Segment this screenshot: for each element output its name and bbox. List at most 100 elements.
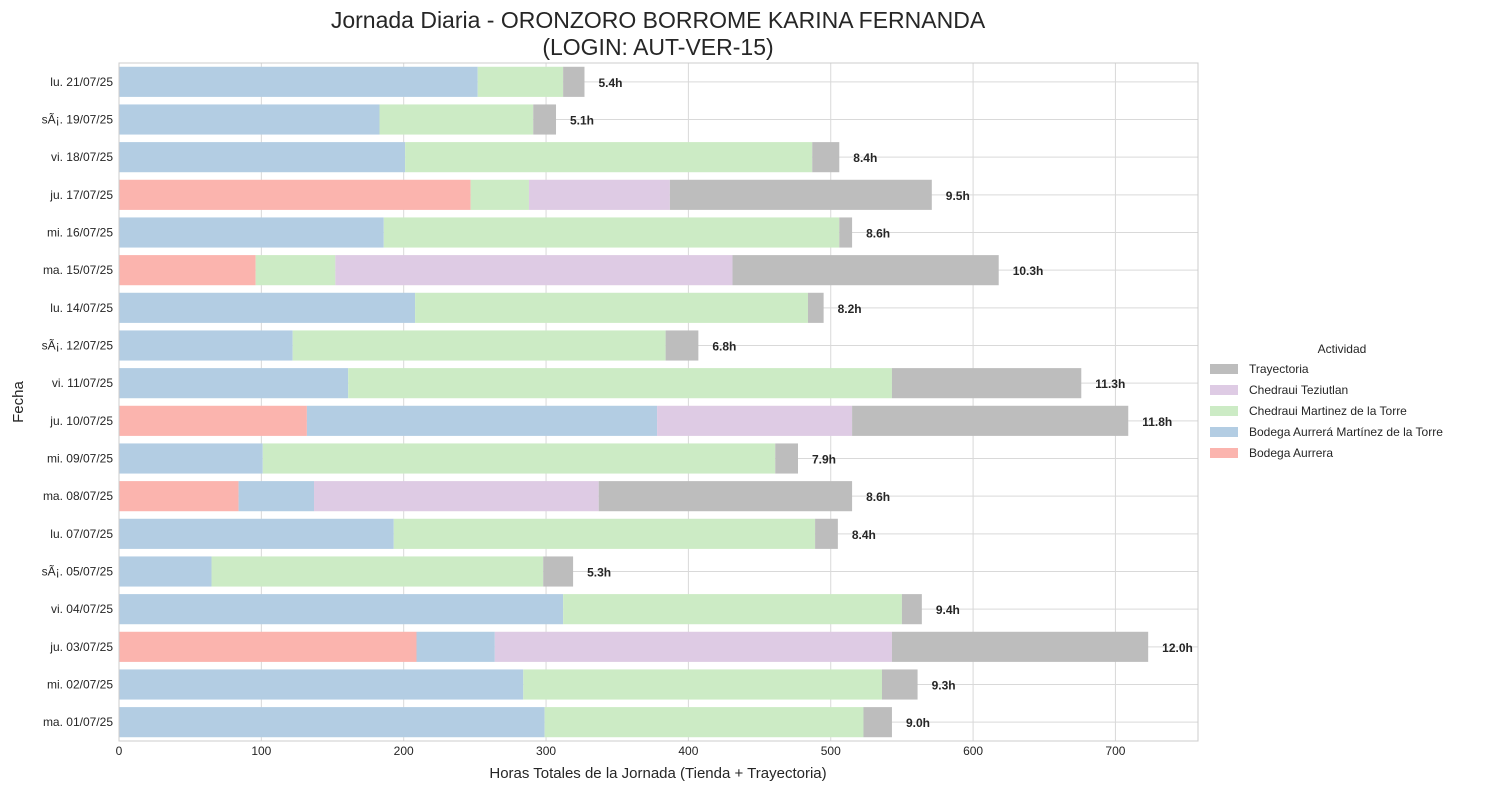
bar-segment <box>119 330 293 361</box>
chart-title-line1: Jornada Diaria - ORONZORO BORROME KARINA… <box>331 7 986 33</box>
bar-segment <box>533 104 557 135</box>
bar-segment <box>523 669 882 700</box>
bar-segment <box>839 217 853 248</box>
bar-segment <box>901 594 922 625</box>
bar-segment <box>211 556 544 587</box>
y-tick-label: ma. 08/07/25 <box>43 489 113 503</box>
bar-segment <box>119 66 478 97</box>
y-tick-label: mi. 02/07/25 <box>47 678 113 692</box>
bar-segment <box>852 405 1129 436</box>
bar-total-label: 12.0h <box>1162 641 1193 655</box>
x-tick-label: 300 <box>536 744 556 758</box>
bar-total-label: 9.3h <box>932 679 956 693</box>
y-tick-label: sÃ¡. 12/07/25 <box>42 339 114 353</box>
bar-segment <box>119 179 471 210</box>
y-tick-label: mi. 16/07/25 <box>47 226 113 240</box>
bar-segment <box>669 179 932 210</box>
bar-segment <box>891 368 1082 399</box>
bar-segment <box>238 481 315 512</box>
bars-group <box>119 66 1149 738</box>
y-tick-label: ju. 17/07/25 <box>49 188 113 202</box>
y-tick-label: vi. 11/07/25 <box>52 376 113 390</box>
legend-entry-label: Bodega Aurrera <box>1249 446 1333 460</box>
y-axis-label: Fecha <box>10 381 27 423</box>
legend-swatch <box>1210 385 1238 395</box>
bar-segment <box>544 707 864 738</box>
legend-entry-label: Trayectoria <box>1249 362 1309 376</box>
y-tick-label: lu. 07/07/25 <box>50 527 113 541</box>
y-tick-label: ma. 15/07/25 <box>43 263 113 277</box>
x-axis-label: Horas Totales de la Jornada (Tienda + Tr… <box>489 765 826 782</box>
x-tick-labels: 0 100 200 300 400 500 600 700 <box>116 744 1126 758</box>
bar-segment <box>470 179 529 210</box>
bar-segment <box>528 179 670 210</box>
legend-swatch <box>1210 448 1238 458</box>
bar-segment <box>119 556 212 587</box>
bar-segment <box>393 518 816 549</box>
bar-segment <box>416 631 495 662</box>
bar-total-label: 8.4h <box>852 528 876 542</box>
bar-segment <box>379 104 534 135</box>
x-tick-label: 500 <box>821 744 841 758</box>
bar-segment <box>598 481 853 512</box>
legend-entry-label: Bodega Aurrerá Martínez de la Torre <box>1249 425 1443 439</box>
bar-segment <box>119 405 307 436</box>
bar-segment <box>119 669 524 700</box>
total-labels-group: 5.4h 5.1h 8.4h 9.5h 8.6h 10.3h 8.2h 6.8h 11.3h 11… <box>570 76 1193 730</box>
bar-segment <box>881 669 918 700</box>
y-tick-label: vi. 18/07/25 <box>51 150 113 164</box>
bar-segment <box>119 255 256 286</box>
bar-segment <box>807 292 824 323</box>
bar-segment <box>657 405 853 436</box>
legend: Actividad Trayectoria Chedraui Teziutlan C… <box>1210 342 1443 460</box>
bar-segment <box>477 66 564 97</box>
bar-segment <box>119 443 263 474</box>
bar-segment <box>732 255 999 286</box>
bar-segment <box>383 217 840 248</box>
y-tick-label: vi. 04/07/25 <box>51 602 113 616</box>
bar-segment <box>543 556 574 587</box>
x-tick-label: 0 <box>116 744 123 758</box>
y-tick-label: mi. 09/07/25 <box>47 452 113 466</box>
x-tick-label: 100 <box>251 744 271 758</box>
legend-entry-label: Chedraui Martinez de la Torre <box>1249 404 1407 418</box>
bar-segment <box>775 443 799 474</box>
bar-segment <box>563 594 902 625</box>
bar-total-label: 9.0h <box>906 716 930 730</box>
bar-segment <box>255 255 336 286</box>
bar-segment <box>563 66 585 97</box>
x-tick-label: 600 <box>963 744 983 758</box>
x-tick-label: 700 <box>1105 744 1125 758</box>
legend-swatch <box>1210 427 1238 437</box>
bar-segment <box>665 330 699 361</box>
bar-segment <box>119 292 416 323</box>
bar-total-label: 10.3h <box>1013 264 1044 278</box>
bar-total-label: 6.8h <box>712 340 736 354</box>
bar-segment <box>119 217 384 248</box>
plot-frame <box>118 62 1199 742</box>
bar-segment <box>348 368 892 399</box>
chart-title-line2: (LOGIN: AUT-VER-15) <box>542 34 773 60</box>
bar-segment <box>292 330 666 361</box>
bar-segment <box>119 142 406 173</box>
legend-entry-label: Chedraui Teziutlan <box>1249 383 1348 397</box>
y-tick-label: lu. 14/07/25 <box>50 301 113 315</box>
bar-segment <box>415 292 808 323</box>
bar-segment <box>119 594 564 625</box>
bar-total-label: 8.6h <box>866 227 890 241</box>
bar-total-label: 11.3h <box>1095 377 1125 391</box>
bar-segment <box>812 142 840 173</box>
y-tick-label: ju. 10/07/25 <box>49 414 113 428</box>
bar-total-label: 7.9h <box>812 453 836 467</box>
bar-segment <box>306 405 658 436</box>
bar-total-label: 5.3h <box>587 566 611 580</box>
bar-total-label: 9.5h <box>946 189 970 203</box>
bar-total-label: 11.8h <box>1142 415 1172 429</box>
bar-total-label: 5.4h <box>598 76 622 90</box>
bar-segment <box>815 518 838 549</box>
y-tick-label: sÃ¡. 19/07/25 <box>42 113 114 127</box>
bar-segment <box>119 631 417 662</box>
bar-segment <box>262 443 776 474</box>
legend-title: Actividad <box>1318 342 1367 356</box>
